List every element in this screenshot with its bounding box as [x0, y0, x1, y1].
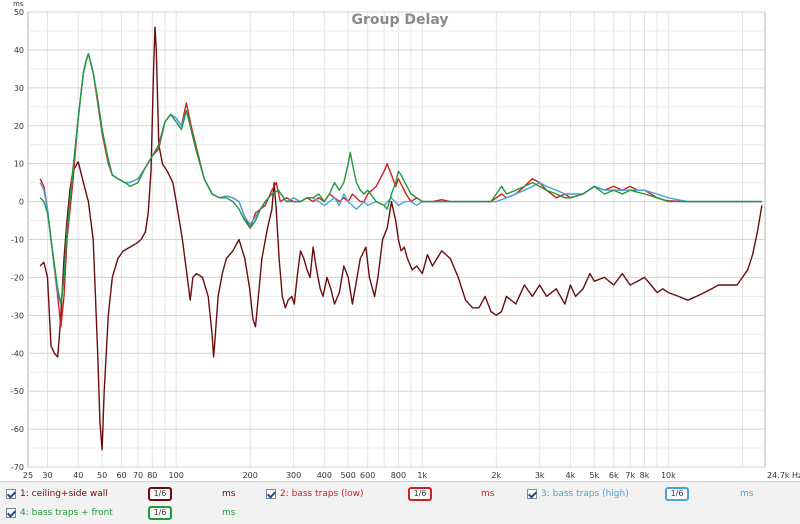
x-tick-label: 7k — [625, 471, 635, 480]
legend-item-2: 2: bass traps (low) — [266, 485, 363, 503]
legend-unit-1: ms — [222, 489, 236, 499]
y-axis-unit: ms — [13, 0, 24, 8]
legend-checkbox-1[interactable] — [6, 489, 16, 499]
x-tick-label: 200 — [243, 471, 258, 480]
legend-unit-4: ms — [222, 508, 236, 518]
legend-unit-3: ms — [740, 489, 754, 499]
smoothing-value-4: 1/6 — [147, 506, 173, 520]
x-tick-label: 40 — [73, 471, 83, 480]
y-tick-label: -30 — [11, 311, 24, 320]
x-tick-label: 300 — [286, 471, 301, 480]
y-tick-label: -10 — [11, 236, 24, 245]
x-tick-label: 5k — [589, 471, 599, 480]
legend-item-4: 4: bass traps + front — [6, 504, 113, 522]
smoothing-value-3: 1/6 — [664, 487, 690, 501]
x-tick-label: 400 — [317, 471, 332, 480]
x-tick-label: 600 — [360, 471, 375, 480]
x-tick-label: 10k — [661, 471, 676, 480]
grid — [28, 11, 765, 468]
x-tick-label: 70 — [133, 471, 143, 480]
x-tick-label: 25 — [23, 471, 33, 480]
x-tick-label: 30 — [42, 471, 52, 480]
legend-label-3: 3: bass traps (high) — [541, 489, 629, 499]
y-tick-label: 30 — [14, 84, 24, 93]
x-tick-label: 100 — [169, 471, 184, 480]
x-tick-label: 60 — [116, 471, 126, 480]
y-tick-label: -40 — [11, 349, 24, 358]
x-tick-label: 800 — [391, 471, 406, 480]
legend-checkbox-4[interactable] — [6, 508, 16, 518]
y-axis-ticks: 50 40 30 20 10 0 -10 -20 -30 -40 -50 -60 -70 — [11, 8, 24, 472]
x-tick-label: 6k — [609, 471, 619, 480]
series-line-1 — [39, 26, 763, 451]
y-tick-label: -60 — [11, 425, 24, 434]
y-tick-label: -70 — [11, 463, 24, 472]
legend-label-2: 2: bass traps (low) — [280, 489, 364, 499]
y-tick-label: 10 — [14, 160, 24, 169]
x-tick-label: 500 — [341, 471, 356, 480]
legend-item-3: 3: bass traps (high) — [527, 485, 629, 503]
legend-label-4: 4: bass traps + front — [20, 508, 113, 518]
smoothing-control-2[interactable]: 1/6 — [403, 487, 437, 501]
y-tick-label: 40 — [14, 46, 24, 55]
legend-item-1: 1: ceiling+side wall — [6, 485, 108, 503]
legend-label-1: 1: ceiling+side wall — [20, 489, 108, 499]
x-tick-label: 24.7k Hz — [767, 471, 800, 480]
legend-checkbox-3[interactable] — [527, 489, 537, 499]
y-tick-label: 0 — [19, 198, 24, 207]
x-axis-ticks: 25 30 40 50 60 70 80 100 200 300 400 500 600 800 1k 2k 3… — [23, 471, 800, 480]
y-tick-label: 50 — [14, 8, 24, 17]
y-tick-label: -50 — [11, 387, 24, 396]
smoothing-control-1[interactable]: 1/6 — [143, 487, 177, 501]
x-tick-label: 3k — [535, 471, 545, 480]
legend-checkbox-2[interactable] — [266, 489, 276, 499]
smoothing-value-1: 1/6 — [147, 487, 173, 501]
series-line-4 — [39, 53, 762, 305]
smoothing-control-3[interactable]: 1/6 — [660, 487, 694, 501]
chart-title: Group Delay — [352, 12, 449, 28]
legend-panel: 1: ceiling+side wall 1/6 ms 2: bass trap… — [0, 481, 800, 524]
x-tick-label: 80 — [147, 471, 157, 480]
x-tick-label: 1k — [417, 471, 427, 480]
smoothing-value-2: 1/6 — [407, 487, 433, 501]
x-tick-label: 2k — [491, 471, 501, 480]
legend-unit-2: ms — [481, 489, 495, 499]
series-lines — [39, 26, 763, 451]
x-tick-label: 8k — [640, 471, 650, 480]
y-tick-label: -20 — [11, 273, 24, 282]
x-tick-label: 4k — [566, 471, 576, 480]
x-tick-label: 50 — [97, 471, 107, 480]
smoothing-control-4[interactable]: 1/6 — [143, 506, 177, 520]
y-tick-label: 20 — [14, 122, 24, 131]
